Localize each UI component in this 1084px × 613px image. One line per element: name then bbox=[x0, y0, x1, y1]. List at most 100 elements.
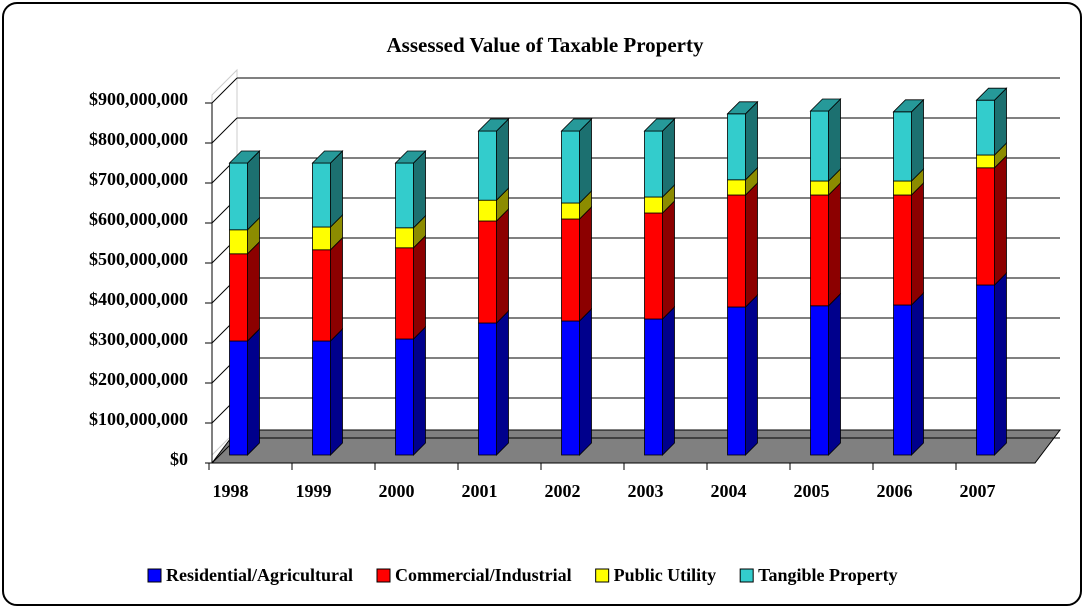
x-tick-label: 2007 bbox=[960, 481, 996, 501]
bar-top bbox=[975, 87, 1008, 101]
bar bbox=[810, 194, 829, 307]
y-tick-label: $300,000,000 bbox=[89, 329, 188, 349]
bar bbox=[727, 306, 746, 456]
y-tick-label: $800,000,000 bbox=[89, 129, 188, 149]
bar bbox=[727, 113, 746, 181]
bar-top bbox=[228, 150, 261, 164]
bar bbox=[810, 180, 829, 196]
x-tick-label: 2002 bbox=[545, 481, 581, 501]
bar bbox=[644, 318, 663, 456]
bar-top bbox=[643, 118, 676, 132]
bar bbox=[312, 340, 331, 456]
bar bbox=[810, 305, 829, 456]
bar-side bbox=[662, 200, 675, 320]
legend-swatch bbox=[147, 568, 162, 583]
bar bbox=[893, 111, 912, 182]
bar bbox=[561, 218, 580, 322]
x-tick-label: 2000 bbox=[379, 481, 415, 501]
bar bbox=[229, 162, 248, 231]
bar-side bbox=[496, 118, 509, 202]
bar-side bbox=[413, 150, 426, 229]
bar-side bbox=[745, 182, 758, 308]
bar bbox=[561, 202, 580, 220]
bar bbox=[229, 229, 248, 255]
bar bbox=[395, 338, 414, 456]
bar bbox=[395, 247, 414, 340]
bar-side bbox=[828, 182, 841, 307]
bar bbox=[893, 180, 912, 196]
bar bbox=[561, 320, 580, 456]
y-tick-label: $900,000,000 bbox=[89, 89, 188, 109]
bar-side bbox=[911, 98, 924, 182]
bar-side bbox=[994, 272, 1007, 456]
legend-swatch bbox=[595, 568, 610, 583]
bar-side bbox=[247, 150, 260, 231]
bar bbox=[312, 249, 331, 342]
bar-top bbox=[477, 118, 510, 132]
legend-label: Commercial/Industrial bbox=[395, 565, 572, 585]
bar bbox=[478, 220, 497, 324]
bar bbox=[395, 227, 414, 249]
bar-top bbox=[394, 150, 427, 164]
bar bbox=[976, 154, 995, 169]
bar-side bbox=[911, 182, 924, 306]
bar-side bbox=[330, 328, 343, 456]
bar bbox=[229, 340, 248, 456]
y-tick-label: $200,000,000 bbox=[89, 369, 188, 389]
bar bbox=[976, 284, 995, 456]
bar-top bbox=[892, 99, 925, 113]
bar-side bbox=[828, 98, 841, 182]
y-tick-label: $400,000,000 bbox=[89, 289, 188, 309]
bar bbox=[561, 130, 580, 204]
bar-side bbox=[579, 118, 592, 204]
y-tick-label: $0 bbox=[170, 449, 188, 469]
x-tick-label: 2005 bbox=[794, 481, 830, 501]
bar bbox=[644, 196, 663, 214]
bar-side bbox=[330, 236, 343, 342]
bar-side bbox=[247, 240, 260, 342]
bar bbox=[478, 199, 497, 222]
bar bbox=[727, 194, 746, 308]
legend-label: Tangible Property bbox=[758, 565, 898, 585]
bar-side bbox=[579, 206, 592, 322]
bar-top bbox=[311, 150, 344, 164]
bar-side bbox=[994, 154, 1007, 286]
bar bbox=[478, 130, 497, 201]
bar-side bbox=[330, 150, 343, 228]
bar-side bbox=[828, 292, 841, 456]
bar bbox=[229, 253, 248, 342]
y-tick-label: $500,000,000 bbox=[89, 249, 188, 269]
legend-label: Public Utility bbox=[614, 565, 717, 585]
bar-side bbox=[745, 294, 758, 456]
bar-side bbox=[496, 208, 509, 324]
bar bbox=[312, 162, 331, 228]
bar bbox=[976, 99, 995, 156]
y-tick-label: $100,000,000 bbox=[89, 409, 188, 429]
bar bbox=[644, 212, 663, 320]
bar-side bbox=[662, 118, 675, 198]
bar-side bbox=[413, 326, 426, 456]
y-tick-label: $700,000,000 bbox=[89, 169, 188, 189]
bar-side bbox=[496, 310, 509, 456]
bar-side bbox=[413, 234, 426, 340]
legend-swatch bbox=[739, 568, 754, 583]
x-tick-label: 2003 bbox=[628, 481, 664, 501]
bar bbox=[976, 167, 995, 286]
x-tick-label: 1998 bbox=[213, 481, 249, 501]
bar bbox=[893, 194, 912, 306]
bar-top bbox=[809, 98, 842, 112]
x-tick-label: 2004 bbox=[711, 481, 747, 501]
x-tick-label: 1999 bbox=[296, 481, 332, 501]
bar-side bbox=[911, 292, 924, 456]
bar-top bbox=[560, 118, 593, 132]
grid-line-side bbox=[211, 117, 238, 144]
bar-side bbox=[745, 100, 758, 181]
bar bbox=[810, 110, 829, 182]
legend-label: Residential/Agricultural bbox=[166, 565, 353, 585]
bar-side bbox=[247, 328, 260, 456]
bar-side bbox=[579, 308, 592, 456]
bar bbox=[644, 130, 663, 198]
bar-top bbox=[726, 101, 759, 115]
y-tick-label: $600,000,000 bbox=[89, 209, 188, 229]
bar bbox=[478, 322, 497, 456]
